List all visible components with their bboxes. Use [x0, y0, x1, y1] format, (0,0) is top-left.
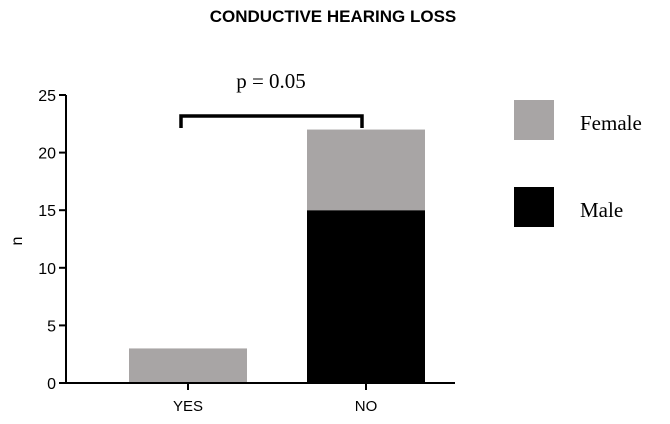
- legend-swatch-male: [514, 187, 554, 227]
- bar-no-female: [307, 129, 425, 211]
- y-tick-label-10: 10: [38, 261, 56, 278]
- legend: Female Male: [514, 100, 642, 227]
- legend-label-female: Female: [580, 111, 642, 135]
- y-tick-label-20: 20: [38, 146, 56, 163]
- chart-title: CONDUCTIVE HEARING LOSS: [210, 7, 457, 26]
- x-tick-label-no: NO: [355, 398, 378, 415]
- y-tick-label-0: 0: [47, 376, 56, 393]
- bar-yes-female: [129, 348, 247, 383]
- y-axis-label: n: [9, 237, 26, 246]
- y-tick-label-25: 25: [38, 88, 56, 105]
- bars-group: [129, 129, 425, 383]
- x-tick-label-yes: YES: [173, 398, 203, 415]
- axes-group: 0 5 10 15 20 25 YES NO: [38, 88, 455, 415]
- significance-bracket: [179, 114, 364, 128]
- legend-swatch-female: [514, 100, 554, 140]
- y-tick-label-15: 15: [38, 203, 56, 220]
- p-value-label: p = 0.05: [236, 69, 306, 93]
- bar-no-male: [307, 210, 425, 383]
- annotation-group: p = 0.05: [179, 69, 364, 128]
- y-tick-label-5: 5: [47, 318, 56, 335]
- legend-label-male: Male: [580, 198, 623, 222]
